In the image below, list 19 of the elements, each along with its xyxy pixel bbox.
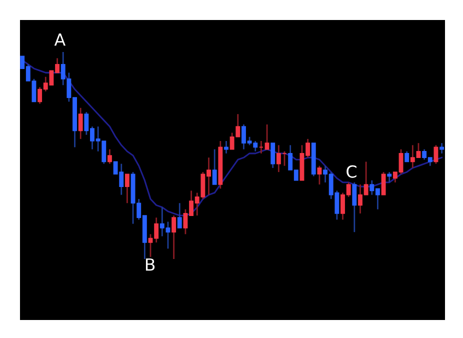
annotation: C	[346, 165, 356, 178]
candlestick	[317, 165, 322, 186]
candlestick	[440, 142, 444, 154]
candlestick	[352, 182, 357, 233]
candlestick	[224, 140, 228, 154]
candlestick	[172, 214, 176, 260]
candlestick	[124, 173, 130, 204]
candlestick	[264, 124, 270, 150]
candlestick	[78, 107, 83, 140]
candlestick	[177, 202, 182, 229]
candlestick	[404, 150, 410, 162]
candlestick	[212, 148, 217, 186]
candlestick	[387, 171, 392, 184]
annotation: B	[146, 258, 155, 271]
candlestick	[107, 148, 112, 164]
candlestick	[434, 144, 438, 164]
candlestick	[381, 171, 386, 196]
text: A	[54, 33, 66, 46]
candlestick	[270, 142, 276, 169]
